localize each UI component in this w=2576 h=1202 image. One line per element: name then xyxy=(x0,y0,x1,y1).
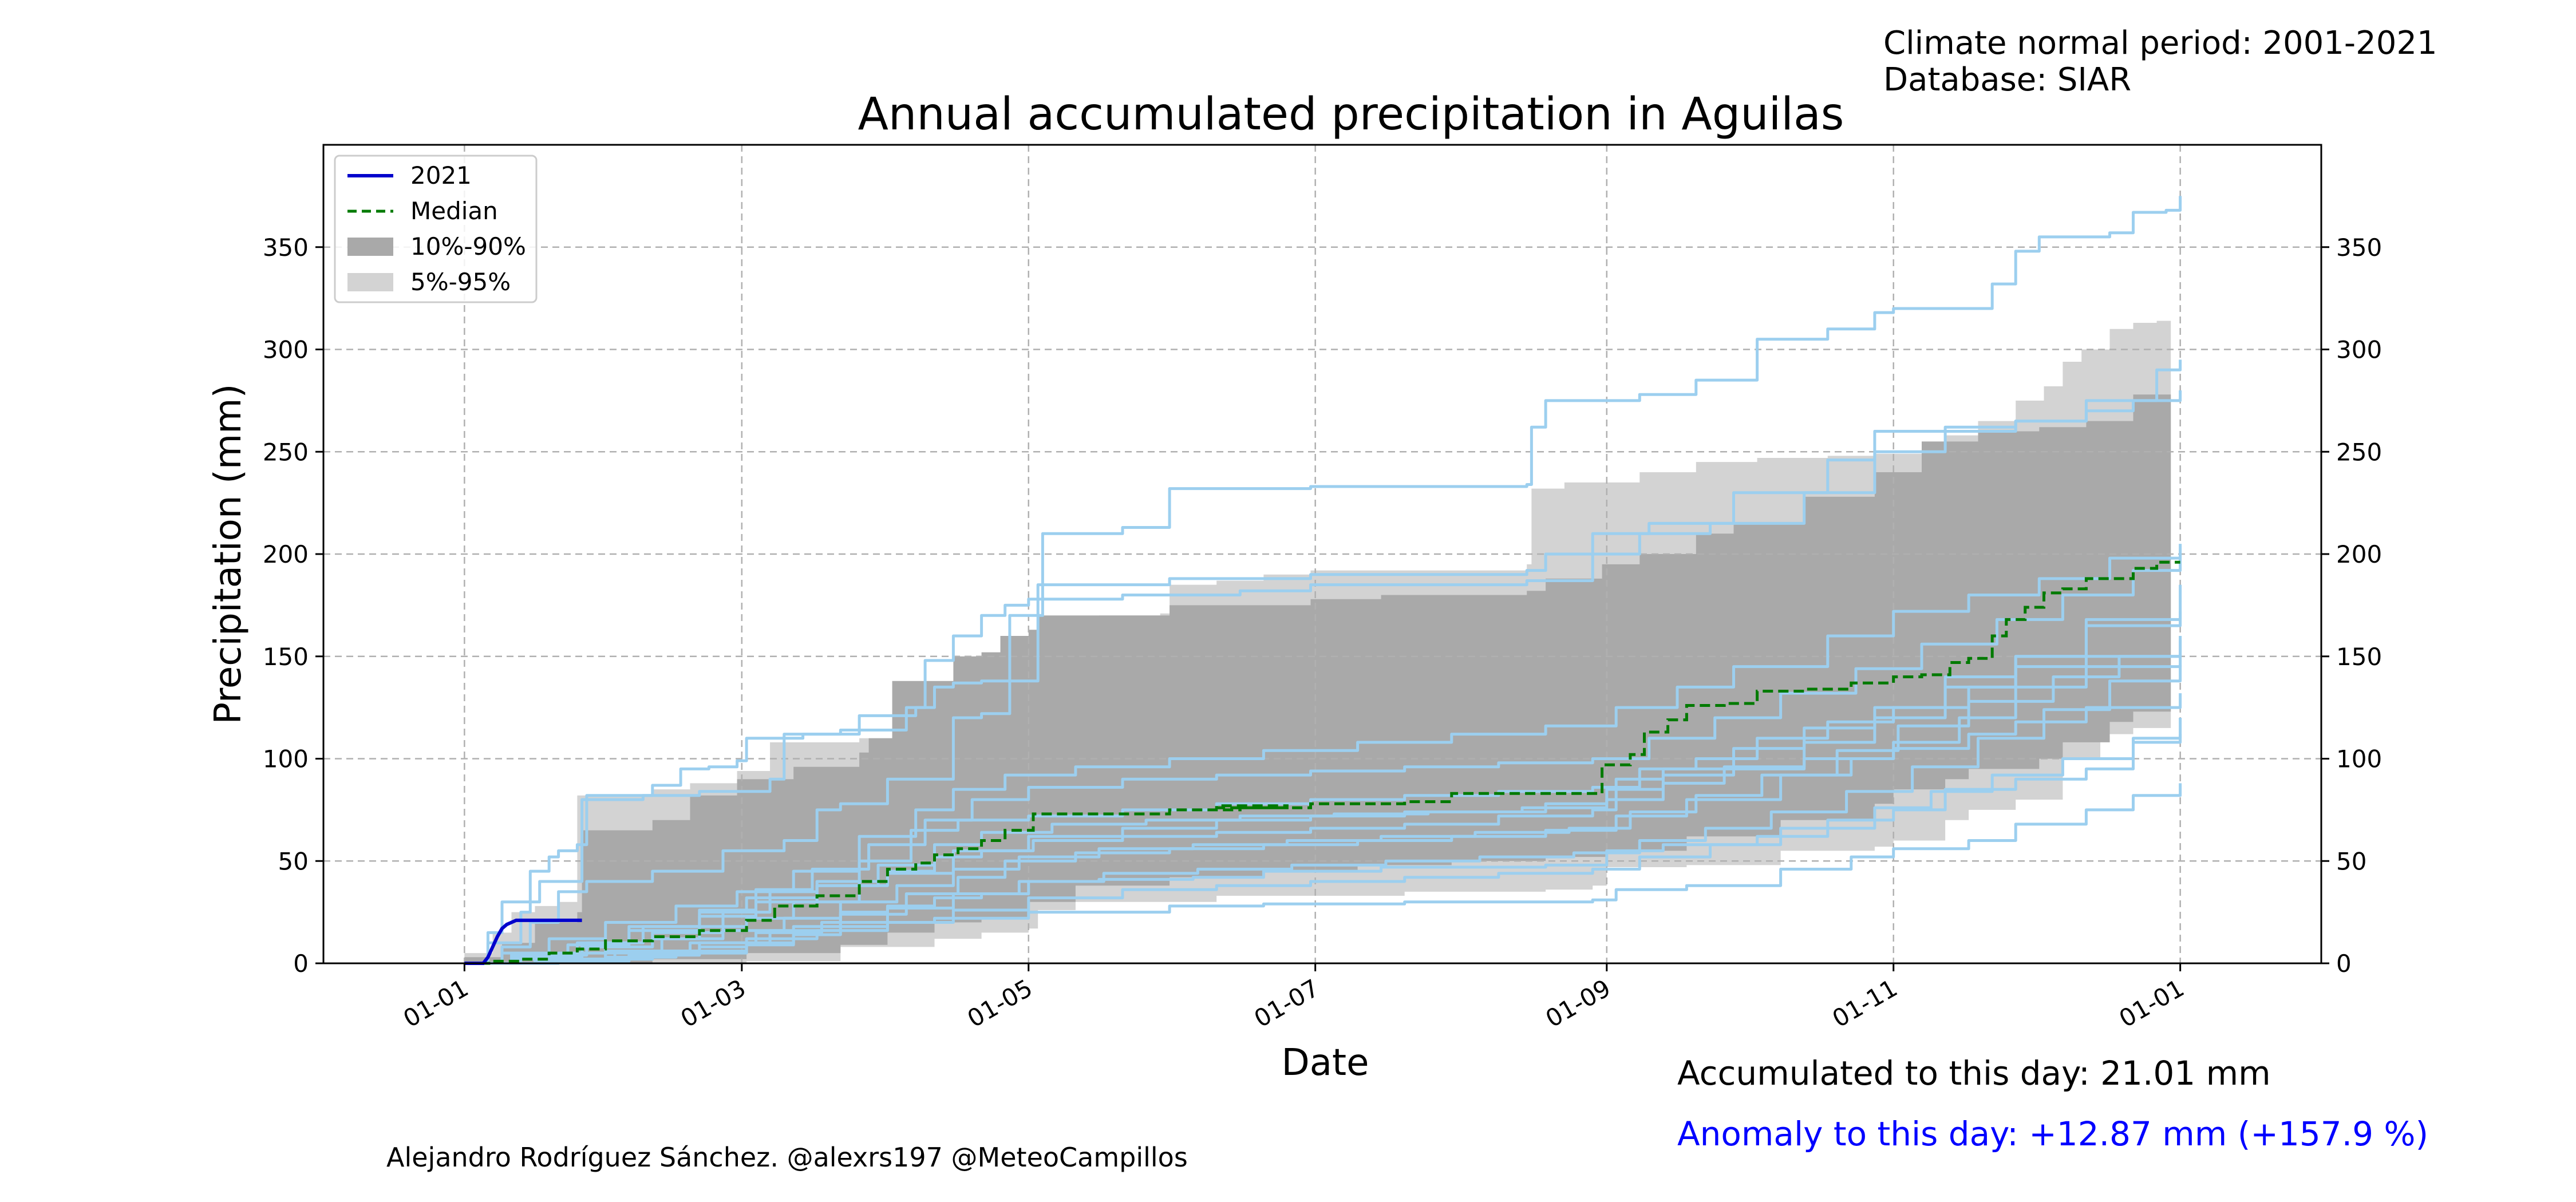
legend-label: 2021 xyxy=(410,161,472,189)
legend: 2021 Median 10%-90% 5%-95% xyxy=(334,155,538,303)
historic-year-line xyxy=(464,390,2182,965)
y-tick-label-right: 350 xyxy=(2336,234,2382,262)
historic-year-line xyxy=(464,665,2182,965)
y-tick-label-right: 150 xyxy=(2336,643,2382,671)
legend-box xyxy=(334,155,538,303)
y-tick-label: 300 xyxy=(263,336,309,364)
legend-label: Median xyxy=(410,197,498,225)
axis-labels: Date Precipitation (mm) xyxy=(207,384,1369,1085)
median-series xyxy=(464,560,2180,965)
y-tick-label: 100 xyxy=(263,745,309,773)
current-year-line xyxy=(464,918,582,965)
y-tick-label: 0 xyxy=(293,950,309,978)
x-tick-label: 01-09 xyxy=(1541,974,1615,1033)
legend-swatch-10-90 xyxy=(347,238,393,256)
historic-year-line xyxy=(464,359,2182,965)
historic-year-line xyxy=(464,656,2182,965)
historic-year-line xyxy=(464,718,2182,965)
y-tick-label-right: 100 xyxy=(2336,745,2382,773)
author-credit: Alejandro Rodríguez Sánchez. @alexrs197 … xyxy=(386,1142,1188,1173)
x-tick-label: 01-01 xyxy=(2114,974,2188,1033)
y-tick-label: 150 xyxy=(263,643,309,671)
legend-label: 10%-90% xyxy=(410,232,526,260)
x-tick-label: 01-07 xyxy=(1249,974,1323,1033)
x-axis-label: Date xyxy=(1282,1042,1369,1084)
y-tick-label-right: 300 xyxy=(2336,336,2382,364)
x-tick-label: 01-11 xyxy=(1828,974,1902,1033)
historic-year-line xyxy=(464,544,2182,965)
band-10-90 xyxy=(464,380,2171,963)
x-tick-label: 01-03 xyxy=(676,974,750,1033)
climate-period-note: Climate normal period: 2001-2021 xyxy=(1883,25,2437,62)
y-tick-label: 350 xyxy=(263,234,309,262)
historic-year-lines xyxy=(464,196,2182,965)
historic-year-line xyxy=(464,554,2182,965)
database-note: Database: SIAR xyxy=(1883,61,2132,98)
x-tick-label: 01-01 xyxy=(398,974,473,1033)
historic-year-line xyxy=(464,640,2182,965)
y-tick-label-right: 250 xyxy=(2336,438,2382,466)
chart-title: Annual accumulated precipitation in Agui… xyxy=(858,89,1844,140)
anomaly-label: Anomaly to this day: +12.87 mm (+157.9 %… xyxy=(1677,1114,2429,1153)
y-axis-label: Precipitation (mm) xyxy=(207,384,250,725)
accumulated-label: Accumulated to this day: 21.01 mm xyxy=(1677,1054,2271,1093)
current-year-series xyxy=(464,918,582,965)
y-tick-label-right: 50 xyxy=(2336,847,2366,875)
median-line xyxy=(464,560,2180,965)
legend-swatch-5-95 xyxy=(347,273,393,291)
y-tick-label: 250 xyxy=(263,438,309,466)
x-tick-label: 01-05 xyxy=(963,974,1037,1033)
y-tick-label-right: 0 xyxy=(2336,950,2352,978)
legend-label: 5%-95% xyxy=(410,268,511,296)
percentile-bands xyxy=(464,318,2171,963)
y-tick-label: 50 xyxy=(278,847,309,875)
y-tick-label-right: 200 xyxy=(2336,540,2382,568)
historic-year-line xyxy=(464,196,2182,965)
y-tick-label: 200 xyxy=(263,540,309,568)
